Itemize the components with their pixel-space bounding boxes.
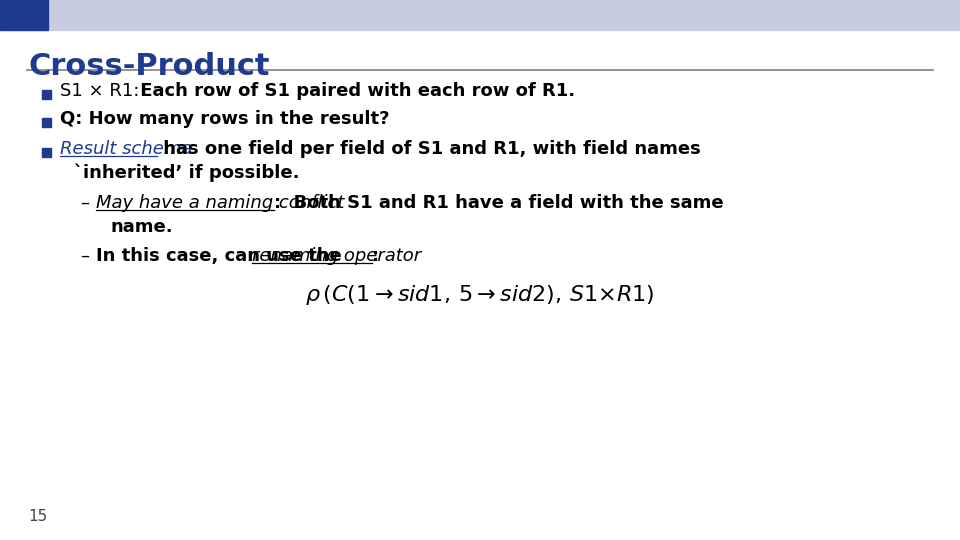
Text: S1 × R1:: S1 × R1: (60, 82, 139, 100)
Text: renaming operator: renaming operator (252, 247, 421, 265)
Text: –: – (80, 247, 89, 265)
Text: $\rho\,(C(1{\rightarrow}sid1,\,5{\rightarrow}sid2),\,S1{\times}R1)$: $\rho\,(C(1{\rightarrow}sid1,\,5{\righta… (305, 283, 655, 307)
Text: 15: 15 (28, 509, 47, 524)
Text: –: – (80, 194, 89, 212)
Bar (42, 148, 51, 157)
Text: `inherited’ if possible.: `inherited’ if possible. (74, 164, 300, 183)
Text: Cross-Product: Cross-Product (28, 52, 270, 81)
Bar (0, 0, 960, 30)
Text: May have a naming conflict: May have a naming conflict (96, 194, 345, 212)
Bar (42, 118, 51, 127)
Text: :  Both S1 and R1 have a field with the same: : Both S1 and R1 have a field with the s… (274, 194, 724, 212)
Bar (0, 0, 48, 30)
Text: Q: How many rows in the result?: Q: How many rows in the result? (60, 110, 390, 128)
Text: has one field per field of S1 and R1, with field names: has one field per field of S1 and R1, wi… (157, 140, 701, 158)
Text: Each row of S1 paired with each row of R1.: Each row of S1 paired with each row of R… (134, 82, 575, 100)
Text: name.: name. (110, 218, 173, 236)
Text: In this case, can use the: In this case, can use the (96, 247, 348, 265)
Text: Result schema: Result schema (60, 140, 192, 158)
Text: :: : (372, 247, 379, 265)
Bar (42, 90, 51, 99)
